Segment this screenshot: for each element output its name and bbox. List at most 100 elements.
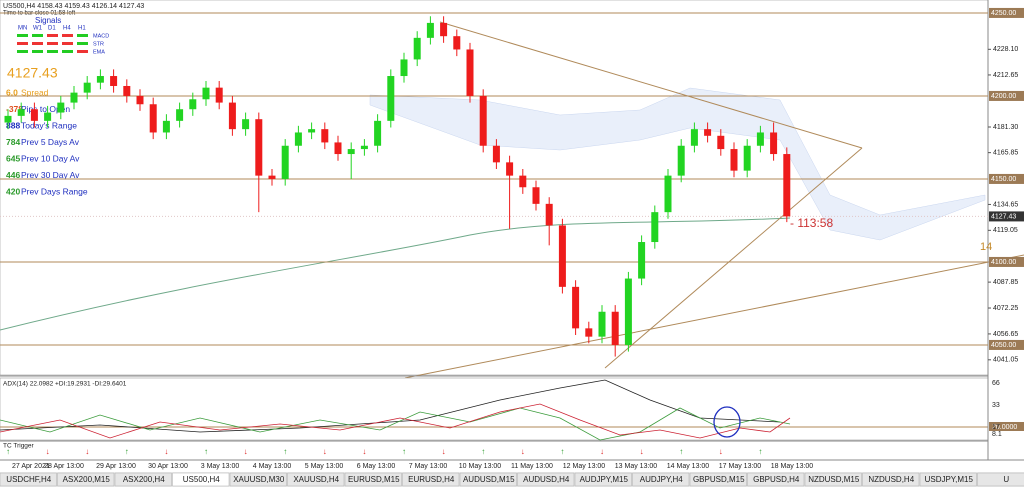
tab-label[interactable]: GBPUSD,M15 (693, 475, 745, 484)
tc-arrow: ↓ (521, 447, 525, 456)
adx-label: ADX(14) 22.0982 +DI:19.2931 -DI:29.6401 (3, 381, 127, 388)
tc-arrow: ↓ (362, 447, 366, 456)
signal-row: EMA (93, 49, 105, 55)
tab[interactable] (978, 473, 1024, 486)
signal-cell (17, 34, 28, 37)
date-label: 4 May 13:00 (253, 463, 292, 470)
countdown: - 113:58 (790, 216, 833, 230)
candle-body (506, 162, 513, 175)
tc-arrow: ↑ (560, 447, 564, 456)
date-label: 29 Apr 13:00 (96, 463, 136, 470)
date-label: 7 May 13:00 (409, 463, 448, 470)
date-label: 14 May 13:00 (667, 463, 710, 470)
date-label: 13 May 13:00 (615, 463, 658, 470)
candle-body (229, 103, 236, 130)
candle-body (480, 96, 487, 146)
candle-body (519, 176, 526, 188)
date-label: 6 May 13:00 (357, 463, 396, 470)
candle-body (599, 312, 606, 337)
candle-body (559, 225, 566, 286)
tc-arrow: ↓ (244, 447, 248, 456)
tab-label[interactable]: ASX200,M15 (63, 475, 111, 484)
tab-label[interactable]: NZDUSD,M15 (808, 475, 860, 484)
date-label: 3 May 13:00 (201, 463, 240, 470)
date-label: 17 May 13:00 (719, 463, 762, 470)
signal-row: STR (93, 41, 104, 47)
signal-cell (32, 50, 43, 53)
adx-tick: 8.1 (992, 431, 1002, 438)
adx-tick: 66 (992, 380, 1000, 387)
candle-body (110, 76, 117, 86)
info-value: 420 (6, 186, 20, 196)
candle-body (691, 129, 698, 146)
tab-label[interactable]: AUDJPY,H4 (640, 475, 684, 484)
candle-body (731, 149, 738, 171)
candle-body (97, 76, 104, 83)
tab-label[interactable]: AUDJPY,M15 (580, 475, 629, 484)
level-label: 4050.00 (991, 342, 1016, 349)
candle-body (255, 119, 262, 175)
price-tick-label: 4119.05 (993, 227, 1018, 234)
info-label: Prev 10 Day Av (21, 153, 80, 163)
tc-arrow: ↑ (402, 447, 406, 456)
tc-arrow: ↑ (283, 447, 287, 456)
candle-body (453, 36, 460, 49)
candle-body (757, 132, 764, 145)
info-label: Today's Range (21, 120, 77, 130)
tab-label[interactable]: GBPUSD,H4 (753, 475, 800, 484)
signals-title: Signals (35, 16, 61, 25)
info-value: 446 (6, 170, 20, 180)
tab-label[interactable]: USDJPY,M15 (925, 475, 974, 484)
tab-label[interactable]: U (1003, 475, 1009, 484)
candle-body (704, 129, 711, 136)
candle-body (467, 49, 474, 95)
tc-arrow: ↓ (164, 447, 168, 456)
candle-body (242, 119, 249, 129)
tab-label[interactable]: EURUSD,M15 (348, 475, 400, 484)
candle-body (572, 287, 579, 329)
tab-label[interactable]: USDCHF,H4 (6, 475, 51, 484)
price-tick-label: 4056.65 (993, 331, 1018, 338)
candle-body (533, 187, 540, 204)
price-tick-label: 4212.65 (993, 72, 1018, 79)
price-tick-label: 4041.05 (993, 357, 1018, 364)
signal-cell (47, 42, 58, 45)
date-label: 10 May 13:00 (459, 463, 502, 470)
signal-cell (77, 34, 88, 37)
info-label: Prev 30 Day Av (21, 170, 80, 180)
candle-body (137, 96, 144, 104)
candle-body (282, 146, 289, 179)
signal-cell (62, 34, 73, 37)
tab-label[interactable]: AUDUSD,H4 (523, 475, 570, 484)
candle-body (18, 109, 25, 116)
tc-arrow: ↑ (679, 447, 683, 456)
tab-label[interactable]: XAUUSD,H4 (293, 475, 339, 484)
candle-body (612, 312, 619, 345)
timeframe: H4 (63, 26, 71, 32)
price-tick-label: 4228.10 (993, 46, 1018, 53)
candle-body (414, 38, 421, 60)
signal-row: MACD (93, 33, 109, 39)
tab-label[interactable]: XAUUSD,M30 (233, 475, 285, 484)
tab-label[interactable]: NZDUSD,H4 (868, 475, 914, 484)
tc-arrow: ↓ (85, 447, 89, 456)
candle-body (546, 204, 553, 226)
tab-label[interactable]: EURUSD,H4 (408, 475, 455, 484)
date-label: 12 May 13:00 (563, 463, 606, 470)
candle-body (203, 88, 210, 100)
tab-label[interactable]: US500,H4 (183, 475, 220, 484)
tab-label[interactable]: AUDUSD,M15 (463, 475, 515, 484)
candle-body (401, 59, 408, 76)
candle-body (31, 109, 38, 121)
symbol-line: US500,H4 4158.43 4159.43 4126.14 4127.43 (3, 3, 144, 10)
level-label: 4100.00 (991, 259, 1016, 266)
adx-tick: 17 (992, 424, 1000, 431)
timeframe: H1 (78, 26, 86, 32)
tab-label[interactable]: ASX200,H4 (123, 475, 165, 484)
candle-body (269, 176, 276, 179)
level-label: 4250.00 (991, 10, 1016, 17)
signal-cell (62, 50, 73, 53)
candle-body (665, 176, 672, 213)
tc-arrow: ↓ (46, 447, 50, 456)
timeframe: MN (18, 26, 27, 32)
